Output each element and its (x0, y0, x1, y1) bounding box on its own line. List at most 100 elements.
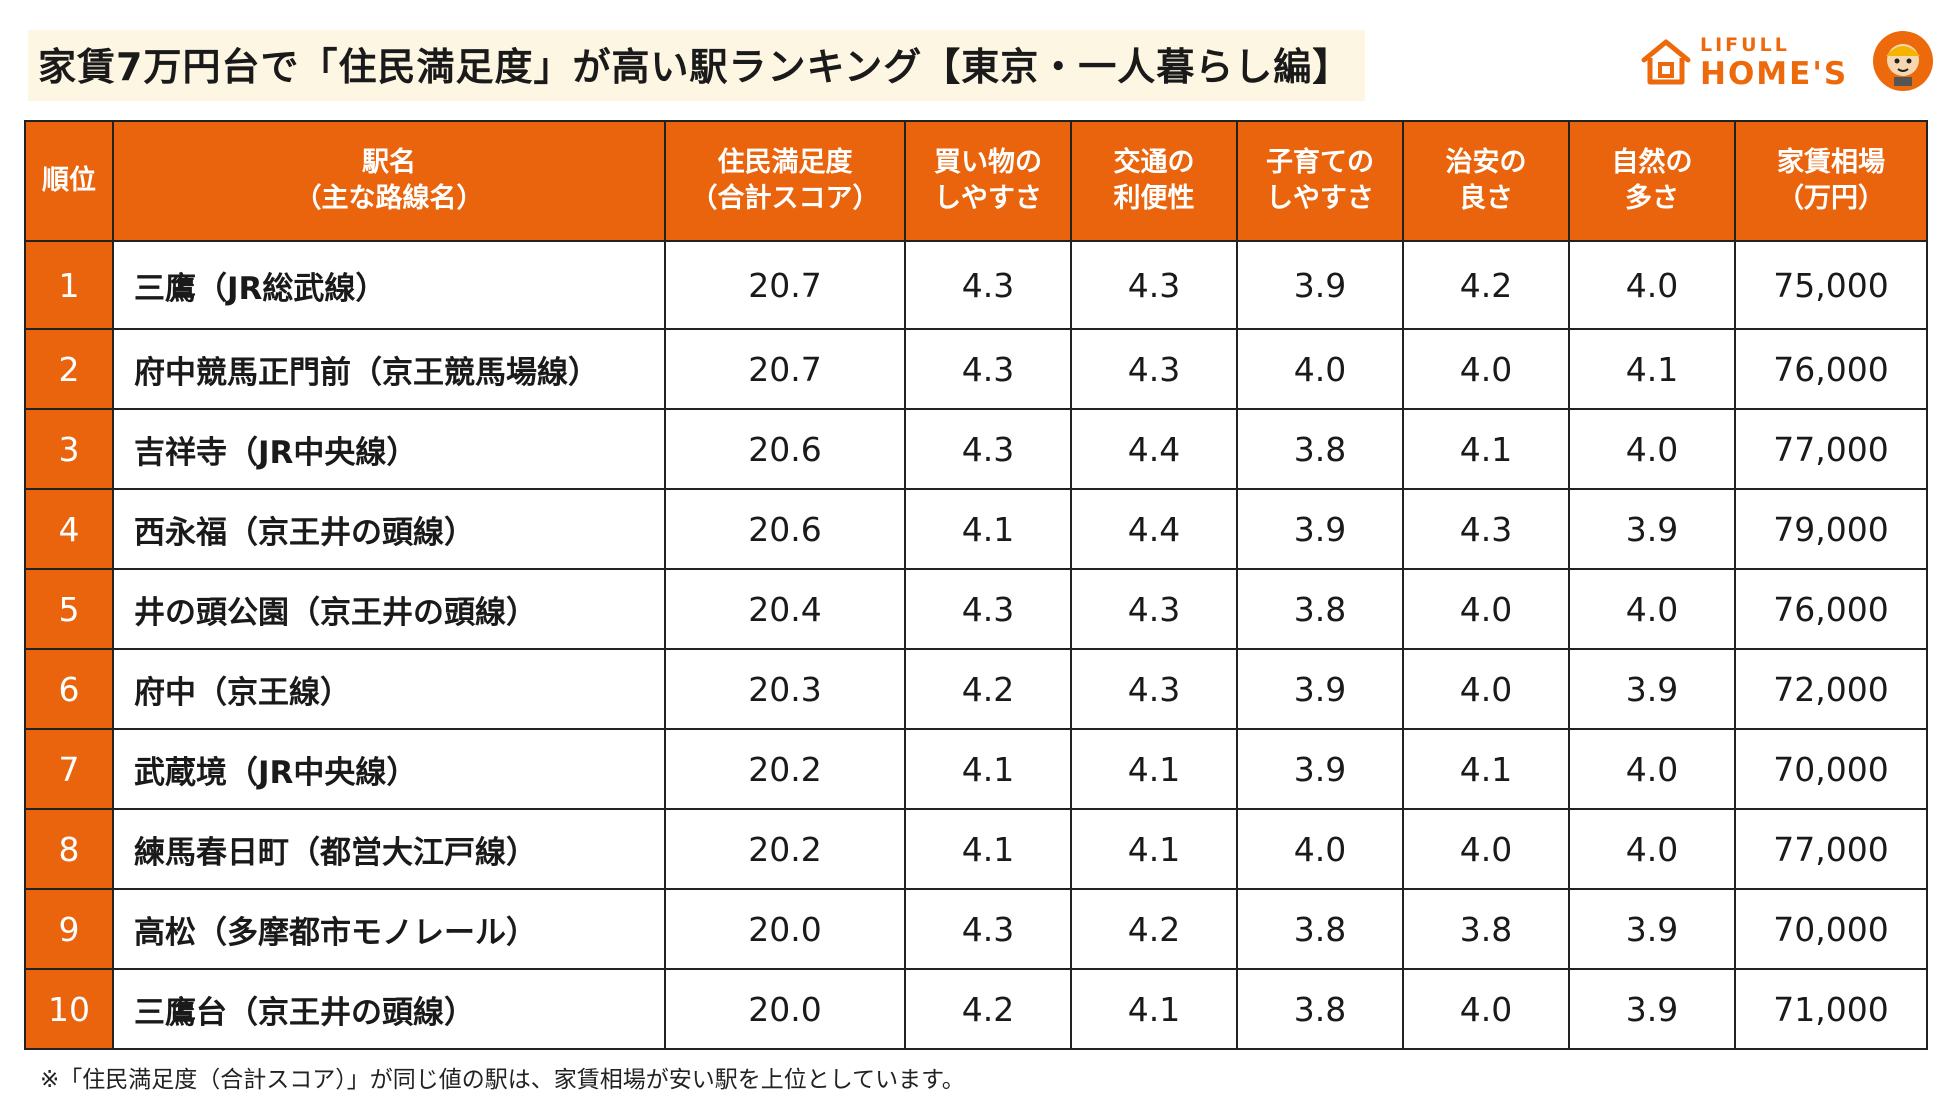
safety-cell: 4.0 (1402, 808, 1570, 890)
safety-cell: 4.2 (1402, 240, 1570, 330)
nature-cell: 4.0 (1568, 240, 1736, 330)
header-total-score: 住民満足度 （合計スコア） (664, 120, 906, 242)
rank-cell: 7 (24, 728, 114, 810)
childcare-cell: 3.9 (1236, 240, 1404, 330)
rank-cell: 2 (24, 328, 114, 410)
transport-cell: 4.1 (1070, 968, 1238, 1050)
transport-cell: 4.4 (1070, 488, 1238, 570)
childcare-cell: 3.8 (1236, 408, 1404, 490)
nature-cell: 4.1 (1568, 328, 1736, 410)
table-row: 7 武蔵境（JR中央線） 20.2 4.1 4.1 3.9 4.1 4.0 70… (24, 728, 1928, 810)
safety-cell: 4.0 (1402, 328, 1570, 410)
nature-cell: 4.0 (1568, 568, 1736, 650)
shopping-cell: 4.1 (904, 808, 1072, 890)
total-score-cell: 20.7 (664, 240, 906, 330)
station-cell: 府中競馬正門前（京王競馬場線） (112, 328, 666, 410)
rank-cell: 5 (24, 568, 114, 650)
table-row: 3 吉祥寺（JR中央線） 20.6 4.3 4.4 3.8 4.1 4.0 77… (24, 408, 1928, 490)
header-rank: 順位 (24, 120, 114, 242)
rent-cell: 79,000 (1734, 488, 1928, 570)
transport-cell: 4.3 (1070, 240, 1238, 330)
safety-cell: 4.0 (1402, 648, 1570, 730)
table-row: 1 三鷹（JR総武線） 20.7 4.3 4.3 3.9 4.2 4.0 75,… (24, 240, 1928, 330)
childcare-cell: 3.9 (1236, 728, 1404, 810)
lifull-homes-logo: LIFULL HOME'S (1640, 30, 1933, 100)
table-row: 9 高松（多摩都市モノレール） 20.0 4.3 4.2 3.8 3.8 3.9… (24, 888, 1928, 970)
childcare-cell: 3.8 (1236, 968, 1404, 1050)
station-cell: 西永福（京王井の頭線） (112, 488, 666, 570)
shopping-cell: 4.2 (904, 648, 1072, 730)
rent-cell: 70,000 (1734, 888, 1928, 970)
nature-cell: 4.0 (1568, 408, 1736, 490)
shopping-cell: 4.3 (904, 408, 1072, 490)
transport-cell: 4.3 (1070, 568, 1238, 650)
header-rent: 家賃相場 （万円） (1734, 120, 1928, 242)
total-score-cell: 20.6 (664, 488, 906, 570)
header-shopping: 買い物の しやすさ (904, 120, 1072, 242)
childcare-cell: 3.8 (1236, 888, 1404, 970)
station-cell: 三鷹（JR総武線） (112, 240, 666, 330)
station-cell: 三鷹台（京王井の頭線） (112, 968, 666, 1050)
safety-cell: 4.0 (1402, 968, 1570, 1050)
rank-cell: 1 (24, 240, 114, 330)
header-row: 順位 駅名 （主な路線名） 住民満足度 （合計スコア） 買い物の しやすさ 交通… (24, 120, 1928, 242)
shopping-cell: 4.2 (904, 968, 1072, 1050)
brand-big-text: HOME'S (1700, 56, 1849, 92)
transport-cell: 4.2 (1070, 888, 1238, 970)
nature-cell: 3.9 (1568, 888, 1736, 970)
nature-cell: 4.0 (1568, 728, 1736, 810)
brand-small-text: LIFULL (1700, 34, 1790, 56)
transport-cell: 4.1 (1070, 728, 1238, 810)
rent-cell: 77,000 (1734, 408, 1928, 490)
table-row: 6 府中（京王線） 20.3 4.2 4.3 3.9 4.0 3.9 72,00… (24, 648, 1928, 730)
station-cell: 武蔵境（JR中央線） (112, 728, 666, 810)
station-cell: 高松（多摩都市モノレール） (112, 888, 666, 970)
safety-cell: 4.0 (1402, 568, 1570, 650)
station-cell: 井の頭公園（京王井の頭線） (112, 568, 666, 650)
mascot-icon (1873, 31, 1933, 91)
shopping-cell: 4.3 (904, 568, 1072, 650)
shopping-cell: 4.3 (904, 888, 1072, 970)
page-title: 家賃7万円台で「住民満足度」が高い駅ランキング【東京・一人暮らし編】 (38, 45, 1352, 89)
rent-cell: 70,000 (1734, 728, 1928, 810)
shopping-cell: 4.1 (904, 488, 1072, 570)
header-childcare: 子育ての しやすさ (1236, 120, 1404, 242)
rank-cell: 3 (24, 408, 114, 490)
total-score-cell: 20.2 (664, 808, 906, 890)
total-score-cell: 20.0 (664, 968, 906, 1050)
rent-cell: 76,000 (1734, 328, 1928, 410)
station-cell: 吉祥寺（JR中央線） (112, 408, 666, 490)
total-score-cell: 20.6 (664, 408, 906, 490)
safety-cell: 4.3 (1402, 488, 1570, 570)
transport-cell: 4.3 (1070, 648, 1238, 730)
rent-cell: 77,000 (1734, 808, 1928, 890)
header-station: 駅名 （主な路線名） (112, 120, 666, 242)
safety-cell: 4.1 (1402, 728, 1570, 810)
table-row: 4 西永福（京王井の頭線） 20.6 4.1 4.4 3.9 4.3 3.9 7… (24, 488, 1928, 570)
ranking-table: 順位 駅名 （主な路線名） 住民満足度 （合計スコア） 買い物の しやすさ 交通… (24, 120, 1928, 1050)
total-score-cell: 20.0 (664, 888, 906, 970)
rent-cell: 75,000 (1734, 240, 1928, 330)
nature-cell: 4.0 (1568, 808, 1736, 890)
childcare-cell: 3.9 (1236, 648, 1404, 730)
table-row: 8 練馬春日町（都営大江戸線） 20.2 4.1 4.1 4.0 4.0 4.0… (24, 808, 1928, 890)
rent-cell: 72,000 (1734, 648, 1928, 730)
header-transport: 交通の 利便性 (1070, 120, 1238, 242)
childcare-cell: 4.0 (1236, 808, 1404, 890)
title-banner: 家賃7万円台で「住民満足度」が高い駅ランキング【東京・一人暮らし編】 (28, 30, 1366, 101)
transport-cell: 4.1 (1070, 808, 1238, 890)
transport-cell: 4.3 (1070, 328, 1238, 410)
childcare-cell: 4.0 (1236, 328, 1404, 410)
nature-cell: 3.9 (1568, 648, 1736, 730)
nature-cell: 3.9 (1568, 968, 1736, 1050)
rank-cell: 4 (24, 488, 114, 570)
childcare-cell: 3.8 (1236, 568, 1404, 650)
rank-cell: 9 (24, 888, 114, 970)
childcare-cell: 3.9 (1236, 488, 1404, 570)
safety-cell: 3.8 (1402, 888, 1570, 970)
rank-cell: 8 (24, 808, 114, 890)
total-score-cell: 20.2 (664, 728, 906, 810)
shopping-cell: 4.3 (904, 240, 1072, 330)
safety-cell: 4.1 (1402, 408, 1570, 490)
total-score-cell: 20.7 (664, 328, 906, 410)
